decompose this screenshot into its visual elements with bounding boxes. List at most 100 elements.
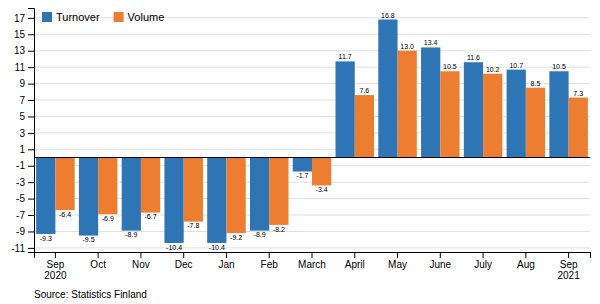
y-tick-mark [28,199,34,200]
y-tick-label: 13 [14,45,26,56]
bar [141,158,160,213]
x-tick-mark [397,252,398,258]
bar [507,70,526,158]
y-axis: -11-9-7-5-3-11357911131517 [11,9,34,254]
bar [483,74,502,158]
zero-line [34,157,590,158]
data-labels: -9.3-9.5-8.9-10.4-10.4-8.9-1.711.716.813… [40,12,583,251]
x-tick-label-line: Dec [175,259,193,270]
bar [440,71,459,157]
bar [569,98,588,158]
y-tick-label: 15 [14,29,26,40]
x-tick-label: April [345,259,365,270]
y-tick-label: -3 [16,177,25,188]
x-tick-label-line: April [345,259,365,270]
bar [398,51,417,158]
x-tick-mark [312,252,313,258]
data-label: 13.4 [424,39,438,46]
x-tick-label: March [298,259,326,270]
x-tick-mark [483,252,484,258]
bar [55,158,74,211]
y-tick: -1 [16,160,34,171]
y-tick: 5 [19,111,34,122]
x-tick: July [474,252,492,270]
x-tick-label: Sep2020 [44,259,67,281]
x-tick-label-line: Sep [560,259,578,270]
x-tick: March [298,252,326,270]
x-axis-line [35,253,591,259]
x-tick: Dec [175,252,193,270]
y-tick-mark [28,116,34,117]
x-tick-mark [354,252,355,258]
y-tick-mark [28,51,34,52]
x-tick-mark [525,252,526,258]
bar [526,88,545,158]
y-tick-mark [28,166,34,167]
data-label: -6.7 [145,213,157,220]
grid [34,18,590,248]
y-tick-mark [28,100,34,101]
y-tick: 9 [19,78,34,89]
grid-line [34,50,590,51]
x-tick-label-line: May [388,259,407,270]
x-tick-label-line: 2020 [44,270,67,281]
y-tick-label: 3 [19,128,25,139]
x-tick-label: Jan [218,259,234,270]
bar [269,158,288,225]
data-label: -9.3 [40,235,52,242]
bar [336,61,355,157]
legend-swatch [114,12,124,22]
data-label: 10.7 [509,62,523,69]
x-tick-label: July [474,259,492,270]
data-label: -8.9 [125,231,137,238]
x-tick-mark [269,252,270,258]
x-tick-label: Oct [90,259,106,270]
x-tick-mark [568,252,569,258]
y-tick-mark [28,182,34,183]
y-tick: -11 [11,243,34,254]
bar [122,158,141,231]
y-tick-label: 9 [19,78,25,89]
x-tick: Sep2021 [557,252,580,281]
y-tick-label: 5 [19,111,25,122]
y-tick-mark [28,67,34,68]
x-tick-label-line: June [429,259,451,270]
bar [226,158,245,234]
legend-label: Volume [128,11,165,23]
bar-series [36,20,568,243]
y-tick: -9 [16,226,34,237]
x-tick: Sep2020 [44,252,67,281]
x-tick-label: Dec [175,259,193,270]
grid-line [34,67,590,68]
data-label: 16.8 [381,12,395,19]
y-tick-label: 1 [19,144,25,155]
bar [184,158,203,222]
grid-line [34,215,590,216]
x-tick: Oct [90,252,106,270]
data-label: -9.5 [82,236,94,243]
y-tick-label: 7 [19,95,25,106]
y-tick-mark [28,133,34,134]
data-label: -7.8 [187,222,199,229]
y-tick-label: -7 [16,210,25,221]
x-tick: Nov [132,252,150,270]
data-label: -9.2 [230,234,242,241]
y-tick: -3 [16,177,34,188]
y-tick-label: -9 [16,226,25,237]
chart: -11-9-7-5-3-11357911131517Sep2020OctNovD… [0,0,600,304]
data-label: 10.2 [486,66,500,73]
bar-series [55,51,587,233]
x-tick: Feb [261,252,279,270]
x-tick-mark [226,252,227,258]
x-tick-label-line: Aug [517,259,535,270]
y-tick-mark [28,231,34,232]
legend-label: Turnover [56,11,100,23]
y-tick: -5 [16,193,34,204]
bar [98,158,117,215]
y-tick-label: 17 [14,13,26,24]
x-tick-label-line: Jan [218,259,234,270]
x-tick-label-line: Nov [132,259,150,270]
x-tick-mark [183,252,184,258]
y-tick: 3 [19,128,34,139]
data-label: 7.6 [360,87,370,94]
